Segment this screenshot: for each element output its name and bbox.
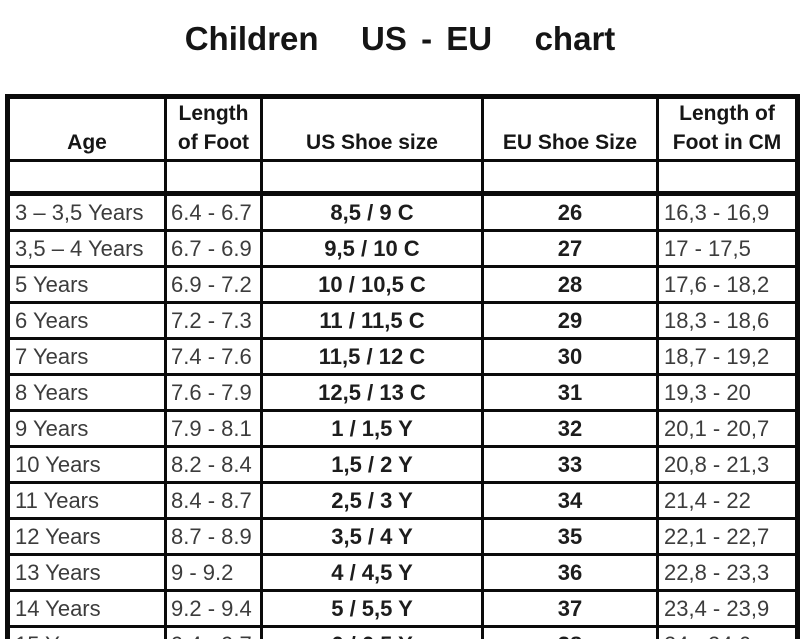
table-row: 7 Years 7.4 - 7.6 11,5 / 12 C 30 18,7 - 19,2 xyxy=(6,337,799,376)
foot-length-cell: 7.4 - 7.6 xyxy=(164,337,263,376)
foot-length-cell: 8.4 - 8.7 xyxy=(164,481,263,520)
cm-length-cell: 17 - 17,5 xyxy=(656,229,799,268)
age-cell: 3,5 – 4 Years xyxy=(6,229,167,268)
us-size-cell: 6 / 6,5 Y xyxy=(260,625,484,639)
cm-length-cell: 22,8 - 23,3 xyxy=(656,553,799,592)
foot-length-cell: 9.2 - 9.4 xyxy=(164,589,263,628)
table-row: 8 Years 7.6 - 7.9 12,5 / 13 C 31 19,3 - 20 xyxy=(6,373,799,412)
cm-length-cell: 22,1 - 22,7 xyxy=(656,517,799,556)
us-size-cell: 5 / 5,5 Y xyxy=(260,589,484,628)
age-cell: 6 Years xyxy=(6,301,167,340)
table-body: 3 – 3,5 Years 6.4 - 6.7 8,5 / 9 C 26 16,3 - … xyxy=(6,192,799,639)
eu-size-cell: 38 xyxy=(481,625,659,639)
us-size-cell: 11,5 / 12 C xyxy=(260,337,484,376)
cm-length-cell: 19,3 - 20 xyxy=(656,373,799,412)
foot-length-cell: 6.9 - 7.2 xyxy=(164,265,263,304)
cm-length-cell: 20,1 - 20,7 xyxy=(656,409,799,448)
cm-length-cell: 18,7 - 19,2 xyxy=(656,337,799,376)
empty-cell xyxy=(656,159,799,196)
table-row: 3 – 3,5 Years 6.4 - 6.7 8,5 / 9 C 26 16,3 - … xyxy=(6,192,799,232)
empty-cell xyxy=(260,159,484,196)
foot-length-cell: 7.6 - 7.9 xyxy=(164,373,263,412)
empty-cell xyxy=(164,159,263,196)
us-size-cell: 8,5 / 9 C xyxy=(260,192,484,232)
age-cell: 3 – 3,5 Years xyxy=(6,192,167,232)
foot-length-cell: 9.4 - 9.7 xyxy=(164,625,263,639)
eu-size-cell: 26 xyxy=(481,192,659,232)
us-size-cell: 12,5 / 13 C xyxy=(260,373,484,412)
foot-length-cell: 8.7 - 8.9 xyxy=(164,517,263,556)
age-cell: 14 Years xyxy=(6,589,167,628)
age-cell: 15 Years xyxy=(6,625,167,639)
table-row: 5 Years 6.9 - 7.2 10 / 10,5 C 28 17,6 - 18,2 xyxy=(6,265,799,304)
eu-size-cell: 31 xyxy=(481,373,659,412)
eu-size-cell: 34 xyxy=(481,481,659,520)
table-row: 13 Years 9 - 9.2 4 / 4,5 Y 36 22,8 - 23,3 xyxy=(6,553,799,592)
age-cell: 9 Years xyxy=(6,409,167,448)
table-row: 9 Years 7.9 - 8.1 1 / 1,5 Y 32 20,1 - 20,7 xyxy=(6,409,799,448)
column-header-cm-length: Length of Foot in CM xyxy=(656,95,799,162)
age-cell: 7 Years xyxy=(6,337,167,376)
foot-length-cell: 6.7 - 6.9 xyxy=(164,229,263,268)
age-cell: 12 Years xyxy=(6,517,167,556)
column-header-eu-size: EU Shoe Size xyxy=(481,95,659,162)
foot-length-cell: 9 - 9.2 xyxy=(164,553,263,592)
table-row: 12 Years 8.7 - 8.9 3,5 / 4 Y 35 22,1 - 22,7 xyxy=(6,517,799,556)
eu-size-cell: 37 xyxy=(481,589,659,628)
cm-length-cell: 24 - 24,6 xyxy=(656,625,799,639)
foot-length-cell: 7.9 - 8.1 xyxy=(164,409,263,448)
us-size-cell: 4 / 4,5 Y xyxy=(260,553,484,592)
eu-size-cell: 35 xyxy=(481,517,659,556)
cm-length-cell: 21,4 - 22 xyxy=(656,481,799,520)
table-header-row: Age Length of Foot US Shoe size EU Shoe … xyxy=(6,95,799,162)
age-cell: 5 Years xyxy=(6,265,167,304)
age-cell: 10 Years xyxy=(6,445,167,484)
us-size-cell: 3,5 / 4 Y xyxy=(260,517,484,556)
foot-length-cell: 7.2 - 7.3 xyxy=(164,301,263,340)
us-size-cell: 2,5 / 3 Y xyxy=(260,481,484,520)
cm-length-cell: 17,6 - 18,2 xyxy=(656,265,799,304)
cm-length-cell: 16,3 - 16,9 xyxy=(656,192,799,232)
eu-size-cell: 33 xyxy=(481,445,659,484)
us-size-cell: 11 / 11,5 C xyxy=(260,301,484,340)
page-title: Children US - EU chart xyxy=(184,20,616,57)
empty-cell xyxy=(6,159,167,196)
eu-size-cell: 36 xyxy=(481,553,659,592)
cm-length-cell: 18,3 - 18,6 xyxy=(656,301,799,340)
table-row: 6 Years 7.2 - 7.3 11 / 11,5 C 29 18,3 - 18,6 xyxy=(6,301,799,340)
spacer-row xyxy=(6,159,799,196)
us-size-cell: 1,5 / 2 Y xyxy=(260,445,484,484)
age-cell: 8 Years xyxy=(6,373,167,412)
us-size-cell: 1 / 1,5 Y xyxy=(260,409,484,448)
eu-size-cell: 30 xyxy=(481,337,659,376)
eu-size-cell: 28 xyxy=(481,265,659,304)
table-row: 11 Years 8.4 - 8.7 2,5 / 3 Y 34 21,4 - 22 xyxy=(6,481,799,520)
age-cell: 11 Years xyxy=(6,481,167,520)
column-header-foot-length: Length of Foot xyxy=(164,95,263,162)
eu-size-cell: 32 xyxy=(481,409,659,448)
column-header-us-size: US Shoe size xyxy=(260,95,484,162)
table-row: 10 Years 8.2 - 8.4 1,5 / 2 Y 33 20,8 - 21,3 xyxy=(6,445,799,484)
cm-length-cell: 20,8 - 21,3 xyxy=(656,445,799,484)
cm-length-cell: 23,4 - 23,9 xyxy=(656,589,799,628)
eu-size-cell: 29 xyxy=(481,301,659,340)
column-header-age: Age xyxy=(6,95,167,162)
shoe-size-table: Age Length of Foot US Shoe size EU Shoe … xyxy=(5,94,800,639)
age-cell: 13 Years xyxy=(6,553,167,592)
eu-size-cell: 27 xyxy=(481,229,659,268)
us-size-cell: 9,5 / 10 C xyxy=(260,229,484,268)
foot-length-cell: 6.4 - 6.7 xyxy=(164,192,263,232)
empty-cell xyxy=(481,159,659,196)
table-row: 14 Years 9.2 - 9.4 5 / 5,5 Y 37 23,4 - 23,9 xyxy=(6,589,799,628)
table-row: 3,5 – 4 Years 6.7 - 6.9 9,5 / 10 C 27 17 - 1… xyxy=(6,229,799,268)
foot-length-cell: 8.2 - 8.4 xyxy=(164,445,263,484)
us-size-cell: 10 / 10,5 C xyxy=(260,265,484,304)
